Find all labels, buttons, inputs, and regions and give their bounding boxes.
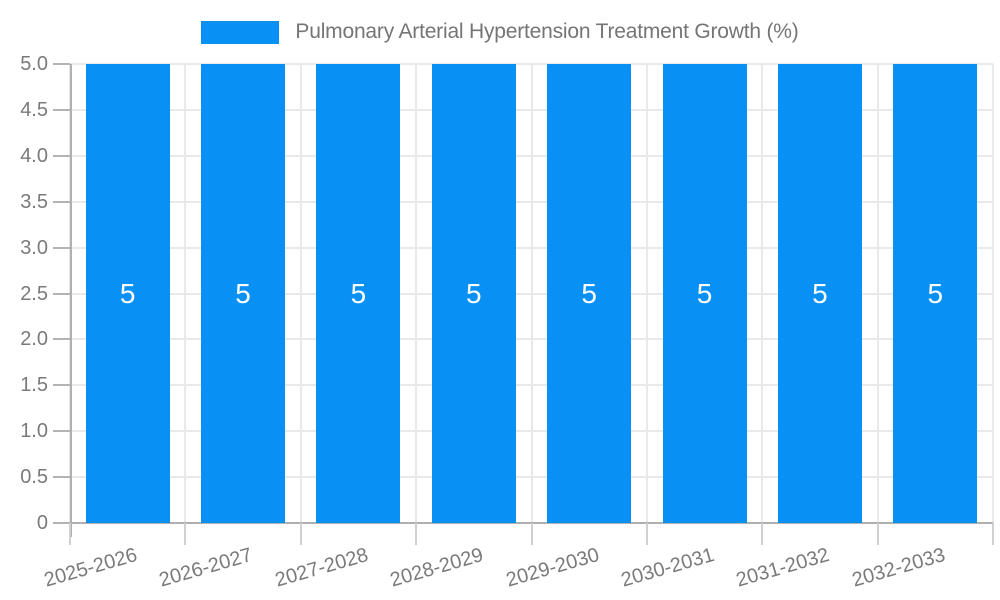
x-axis-tick: [415, 523, 418, 545]
bar-2027-2028[interactable]: 5: [316, 64, 401, 523]
y-axis-label: 1.5: [20, 374, 48, 397]
x-axis-tick: [876, 523, 879, 545]
y-axis-label: 3.5: [20, 190, 48, 213]
y-axis-tick: [53, 338, 70, 341]
y-axis-tick: [53, 292, 70, 295]
y-axis-label: 2.0: [20, 328, 48, 351]
x-axis-tick: [761, 523, 764, 545]
x-axis-tick: [299, 523, 302, 545]
y-axis-tick: [53, 384, 70, 387]
y-axis-tick: [53, 200, 70, 203]
y-axis-tick: [53, 476, 70, 479]
bar-2030-2031[interactable]: 5: [662, 64, 747, 523]
y-axis-tick: [53, 430, 70, 433]
x-axis-tick: [530, 523, 533, 545]
x-axis-tick: [992, 523, 994, 545]
x-axis-tick: [184, 523, 187, 545]
x-axis-label: 2027-2028: [272, 544, 371, 592]
bar-value-label: 5: [466, 277, 482, 309]
x-axis-label: 2032-2033: [849, 544, 948, 592]
bar-2026-2027[interactable]: 5: [201, 64, 286, 523]
x-axis-label: 2028-2029: [387, 544, 486, 592]
h-gridline: [70, 200, 993, 203]
bar-value-label: 5: [119, 277, 136, 309]
y-axis-tick: [53, 154, 70, 157]
y-axis-tick: [53, 246, 70, 249]
y-axis-label: 1.0: [20, 420, 48, 443]
h-gridline: [70, 384, 993, 387]
y-axis-tick: [53, 108, 70, 111]
y-axis-tick: [53, 522, 70, 524]
y-axis-label: 5.0: [20, 53, 48, 75]
bar-value-label: 5: [812, 277, 828, 309]
y-axis-tick: [53, 63, 70, 65]
legend-swatch: [201, 20, 280, 44]
h-gridline: [70, 154, 993, 157]
x-axis-tick: [69, 523, 71, 545]
x-axis-label: 2026-2027: [157, 544, 256, 592]
bar-2031-2032[interactable]: 5: [777, 64, 862, 523]
y-axis-label: 3.0: [20, 236, 48, 259]
x-axis-tick: [645, 523, 648, 545]
y-axis-label: 0.5: [20, 466, 48, 489]
bar-value-label: 5: [350, 277, 367, 309]
h-gridline: [70, 476, 993, 479]
y-axis-label: 4.0: [20, 144, 48, 167]
bar-value-label: 5: [927, 277, 944, 309]
h-gridline: [70, 338, 993, 341]
v-gridline: [992, 64, 994, 523]
x-axis-label: 2029-2030: [503, 544, 602, 592]
y-axis-label: 4.5: [20, 98, 48, 121]
x-axis-label: 2030-2031: [618, 544, 717, 592]
x-axis-label: 2025-2026: [41, 544, 140, 592]
bar-2025-2026[interactable]: 5: [85, 64, 170, 523]
x-axis-label: 2031-2032: [733, 544, 833, 592]
plot-area: 5.0 4.5 4.0 3.5 3.0 2.5 2.0 1.5 1.0 0.5 0 5 5 5 5 5 5 5 5 2…: [20, 53, 994, 592]
y-axis-label: 2.5: [20, 282, 48, 305]
bar-value-label: 5: [581, 277, 597, 309]
y-axis-line: [70, 64, 72, 537]
bar-2029-2030[interactable]: 5: [547, 64, 632, 523]
h-gridline: [70, 63, 993, 65]
chart-legend[interactable]: Pulmonary Arterial Hypertension Treatmen…: [0, 20, 1000, 44]
h-gridline: [70, 430, 993, 433]
h-gridline: [70, 292, 993, 295]
h-gridline: [70, 108, 993, 111]
bar-2032-2033[interactable]: 5: [893, 64, 978, 523]
bar-value-label: 5: [696, 277, 713, 309]
legend-label: Pulmonary Arterial Hypertension Treatmen…: [295, 20, 799, 43]
y-axis-label: 0: [36, 512, 48, 534]
bar-value-label: 5: [235, 277, 251, 309]
h-gridline: [70, 246, 993, 249]
bar-2028-2029[interactable]: 5: [431, 64, 516, 523]
